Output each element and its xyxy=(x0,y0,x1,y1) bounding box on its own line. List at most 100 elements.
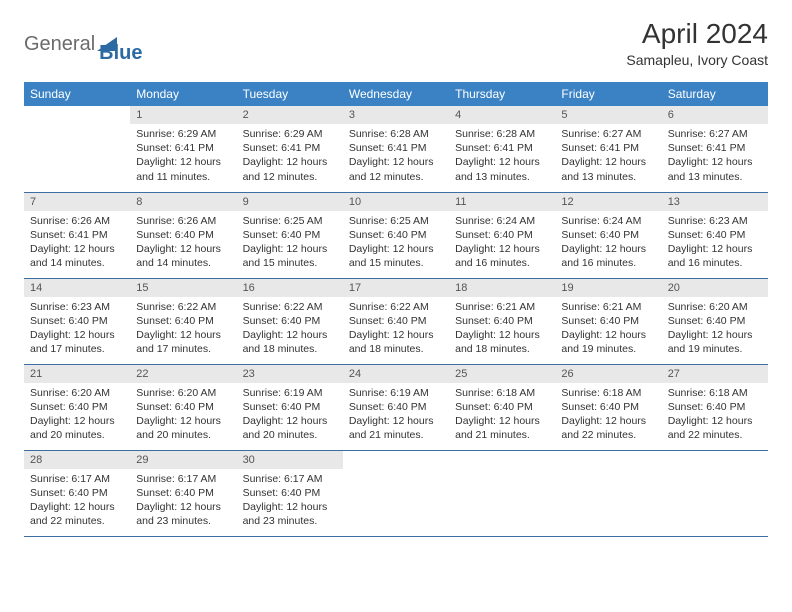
day-number: 8 xyxy=(130,193,236,211)
day-number: 18 xyxy=(449,279,555,297)
sunset-line: Sunset: 6:41 PM xyxy=(136,141,230,155)
sunrise-line: Sunrise: 6:20 AM xyxy=(30,386,124,400)
daylight-line: Daylight: 12 hours and 16 minutes. xyxy=(455,242,549,270)
day-number: 1 xyxy=(130,106,236,124)
calendar-cell: 11Sunrise: 6:24 AMSunset: 6:40 PMDayligh… xyxy=(449,192,555,278)
day-body: Sunrise: 6:21 AMSunset: 6:40 PMDaylight:… xyxy=(449,297,555,361)
sunset-line: Sunset: 6:41 PM xyxy=(349,141,443,155)
weekday-header: Sunday xyxy=(24,82,130,106)
daylight-line: Daylight: 12 hours and 16 minutes. xyxy=(561,242,655,270)
sunset-line: Sunset: 6:40 PM xyxy=(30,486,124,500)
calendar-cell: 30Sunrise: 6:17 AMSunset: 6:40 PMDayligh… xyxy=(237,450,343,536)
day-body: Sunrise: 6:18 AMSunset: 6:40 PMDaylight:… xyxy=(449,383,555,447)
calendar-cell: 15Sunrise: 6:22 AMSunset: 6:40 PMDayligh… xyxy=(130,278,236,364)
calendar-cell: 14Sunrise: 6:23 AMSunset: 6:40 PMDayligh… xyxy=(24,278,130,364)
calendar-cell: 10Sunrise: 6:25 AMSunset: 6:40 PMDayligh… xyxy=(343,192,449,278)
daylight-line: Daylight: 12 hours and 11 minutes. xyxy=(136,155,230,183)
day-body: Sunrise: 6:17 AMSunset: 6:40 PMDaylight:… xyxy=(237,469,343,533)
calendar-cell xyxy=(24,106,130,192)
day-number: 11 xyxy=(449,193,555,211)
weekday-header: Saturday xyxy=(662,82,768,106)
weekday-header: Thursday xyxy=(449,82,555,106)
sunrise-line: Sunrise: 6:29 AM xyxy=(243,127,337,141)
sunrise-line: Sunrise: 6:28 AM xyxy=(455,127,549,141)
day-body: Sunrise: 6:20 AMSunset: 6:40 PMDaylight:… xyxy=(662,297,768,361)
sunset-line: Sunset: 6:40 PM xyxy=(349,400,443,414)
calendar-cell: 21Sunrise: 6:20 AMSunset: 6:40 PMDayligh… xyxy=(24,364,130,450)
day-number: 12 xyxy=(555,193,661,211)
day-body: Sunrise: 6:25 AMSunset: 6:40 PMDaylight:… xyxy=(343,211,449,275)
sunrise-line: Sunrise: 6:20 AM xyxy=(668,300,762,314)
daylight-line: Daylight: 12 hours and 12 minutes. xyxy=(243,155,337,183)
sunset-line: Sunset: 6:41 PM xyxy=(561,141,655,155)
daylight-line: Daylight: 12 hours and 22 minutes. xyxy=(668,414,762,442)
sunrise-line: Sunrise: 6:17 AM xyxy=(30,472,124,486)
daylight-line: Daylight: 12 hours and 15 minutes. xyxy=(243,242,337,270)
day-body: Sunrise: 6:22 AMSunset: 6:40 PMDaylight:… xyxy=(343,297,449,361)
sunset-line: Sunset: 6:40 PM xyxy=(561,314,655,328)
daylight-line: Daylight: 12 hours and 18 minutes. xyxy=(455,328,549,356)
header: General Blue April 2024 Samapleu, Ivory … xyxy=(24,18,768,68)
sunrise-line: Sunrise: 6:28 AM xyxy=(349,127,443,141)
sunset-line: Sunset: 6:40 PM xyxy=(561,400,655,414)
calendar-cell: 8 Sunrise: 6:26 AMSunset: 6:40 PMDaylight… xyxy=(130,192,236,278)
calendar-cell: 17Sunrise: 6:22 AMSunset: 6:40 PMDayligh… xyxy=(343,278,449,364)
calendar-table: SundayMondayTuesdayWednesdayThursdayFrid… xyxy=(24,82,768,537)
daylight-line: Daylight: 12 hours and 21 minutes. xyxy=(349,414,443,442)
location: Samapleu, Ivory Coast xyxy=(626,52,768,68)
sunrise-line: Sunrise: 6:19 AM xyxy=(349,386,443,400)
sunrise-line: Sunrise: 6:27 AM xyxy=(561,127,655,141)
day-body: Sunrise: 6:18 AMSunset: 6:40 PMDaylight:… xyxy=(555,383,661,447)
daylight-line: Daylight: 12 hours and 20 minutes. xyxy=(243,414,337,442)
day-body: Sunrise: 6:18 AMSunset: 6:40 PMDaylight:… xyxy=(662,383,768,447)
calendar-cell xyxy=(343,450,449,536)
day-number: 5 xyxy=(555,106,661,124)
sunset-line: Sunset: 6:40 PM xyxy=(349,314,443,328)
sunrise-line: Sunrise: 6:29 AM xyxy=(136,127,230,141)
weekday-header: Friday xyxy=(555,82,661,106)
daylight-line: Daylight: 12 hours and 23 minutes. xyxy=(243,500,337,528)
calendar-cell: 19Sunrise: 6:21 AMSunset: 6:40 PMDayligh… xyxy=(555,278,661,364)
calendar-cell: 28Sunrise: 6:17 AMSunset: 6:40 PMDayligh… xyxy=(24,450,130,536)
daylight-line: Daylight: 12 hours and 19 minutes. xyxy=(668,328,762,356)
sunrise-line: Sunrise: 6:17 AM xyxy=(136,472,230,486)
day-number: 21 xyxy=(24,365,130,383)
sunrise-line: Sunrise: 6:22 AM xyxy=(136,300,230,314)
sunset-line: Sunset: 6:41 PM xyxy=(668,141,762,155)
daylight-line: Daylight: 12 hours and 18 minutes. xyxy=(243,328,337,356)
day-number: 14 xyxy=(24,279,130,297)
day-number: 15 xyxy=(130,279,236,297)
sunrise-line: Sunrise: 6:21 AM xyxy=(561,300,655,314)
sunrise-line: Sunrise: 6:26 AM xyxy=(30,214,124,228)
sunset-line: Sunset: 6:40 PM xyxy=(136,228,230,242)
title-block: April 2024 Samapleu, Ivory Coast xyxy=(626,18,768,68)
logo-word2: Blue xyxy=(99,42,142,65)
daylight-line: Daylight: 12 hours and 14 minutes. xyxy=(136,242,230,270)
day-body: Sunrise: 6:24 AMSunset: 6:40 PMDaylight:… xyxy=(555,211,661,275)
sunrise-line: Sunrise: 6:21 AM xyxy=(455,300,549,314)
calendar-cell: 26Sunrise: 6:18 AMSunset: 6:40 PMDayligh… xyxy=(555,364,661,450)
day-body: Sunrise: 6:25 AMSunset: 6:40 PMDaylight:… xyxy=(237,211,343,275)
day-number: 24 xyxy=(343,365,449,383)
sunrise-line: Sunrise: 6:24 AM xyxy=(455,214,549,228)
day-number: 4 xyxy=(449,106,555,124)
day-number: 13 xyxy=(662,193,768,211)
day-body: Sunrise: 6:21 AMSunset: 6:40 PMDaylight:… xyxy=(555,297,661,361)
daylight-line: Daylight: 12 hours and 21 minutes. xyxy=(455,414,549,442)
sunset-line: Sunset: 6:40 PM xyxy=(136,486,230,500)
sunrise-line: Sunrise: 6:26 AM xyxy=(136,214,230,228)
sunset-line: Sunset: 6:40 PM xyxy=(243,228,337,242)
sunset-line: Sunset: 6:40 PM xyxy=(30,400,124,414)
day-number: 28 xyxy=(24,451,130,469)
calendar-cell: 18Sunrise: 6:21 AMSunset: 6:40 PMDayligh… xyxy=(449,278,555,364)
sunrise-line: Sunrise: 6:23 AM xyxy=(30,300,124,314)
calendar-cell: 5Sunrise: 6:27 AMSunset: 6:41 PMDaylight… xyxy=(555,106,661,192)
calendar-cell: 3Sunrise: 6:28 AMSunset: 6:41 PMDaylight… xyxy=(343,106,449,192)
day-number: 17 xyxy=(343,279,449,297)
sunset-line: Sunset: 6:40 PM xyxy=(668,400,762,414)
daylight-line: Daylight: 12 hours and 20 minutes. xyxy=(136,414,230,442)
sunset-line: Sunset: 6:40 PM xyxy=(349,228,443,242)
sunrise-line: Sunrise: 6:23 AM xyxy=(668,214,762,228)
daylight-line: Daylight: 12 hours and 15 minutes. xyxy=(349,242,443,270)
daylight-line: Daylight: 12 hours and 14 minutes. xyxy=(30,242,124,270)
